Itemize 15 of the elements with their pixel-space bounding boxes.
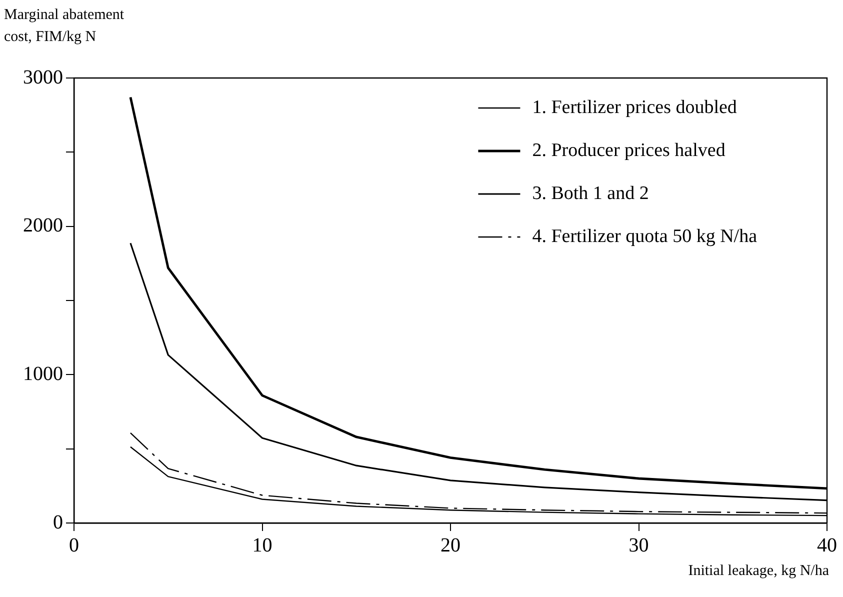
- legend-label: 2. Producer prices halved: [532, 140, 726, 161]
- x-tick-label: 0: [69, 534, 79, 556]
- y-tick-label: 2000: [23, 214, 63, 237]
- x-tick-label: 10: [252, 534, 272, 556]
- x-axis-title: Initial leakage, kg N/ha: [688, 563, 829, 580]
- x-tick-label: 40: [817, 534, 837, 556]
- x-tick-label: 20: [440, 534, 460, 556]
- y-tick-label: 0: [53, 511, 63, 534]
- legend-label: 3. Both 1 and 2: [532, 182, 649, 204]
- legend-label: 4. Fertilizer quota 50 kg N/ha: [532, 226, 758, 247]
- x-tick-label: 30: [628, 534, 649, 556]
- y-tick-label: 3000: [23, 66, 63, 88]
- y-tick-label: 1000: [23, 362, 63, 385]
- y-axis-title: Marginal abatement cost, FIM/kg N: [4, 6, 126, 47]
- legend-label: 1. Fertilizer prices doubled: [532, 96, 738, 118]
